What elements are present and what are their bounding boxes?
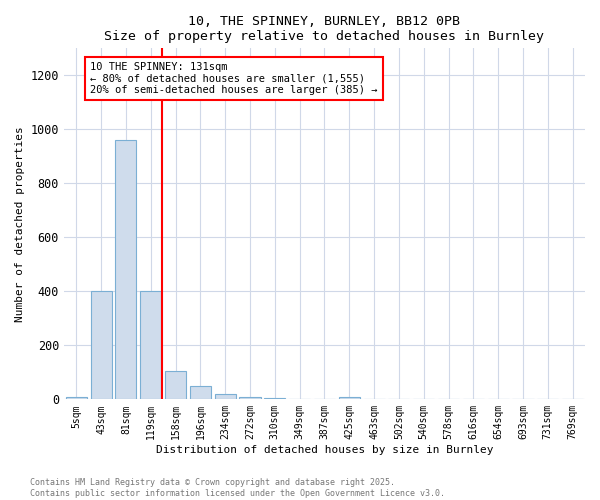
Bar <box>264 398 286 400</box>
Bar <box>215 394 236 400</box>
Text: 10 THE SPINNEY: 131sqm
← 80% of detached houses are smaller (1,555)
20% of semi-: 10 THE SPINNEY: 131sqm ← 80% of detached… <box>90 62 377 95</box>
Bar <box>115 140 136 400</box>
Y-axis label: Number of detached properties: Number of detached properties <box>15 126 25 322</box>
Bar <box>190 386 211 400</box>
Bar <box>91 292 112 400</box>
Text: Contains HM Land Registry data © Crown copyright and database right 2025.
Contai: Contains HM Land Registry data © Crown c… <box>30 478 445 498</box>
X-axis label: Distribution of detached houses by size in Burnley: Distribution of detached houses by size … <box>156 445 493 455</box>
Bar <box>339 397 360 400</box>
Bar <box>165 371 186 400</box>
Bar <box>314 399 335 400</box>
Bar <box>239 396 260 400</box>
Title: 10, THE SPINNEY, BURNLEY, BB12 0PB
Size of property relative to detached houses : 10, THE SPINNEY, BURNLEY, BB12 0PB Size … <box>104 15 544 43</box>
Bar <box>66 396 87 400</box>
Bar <box>140 292 161 400</box>
Bar <box>289 399 310 400</box>
